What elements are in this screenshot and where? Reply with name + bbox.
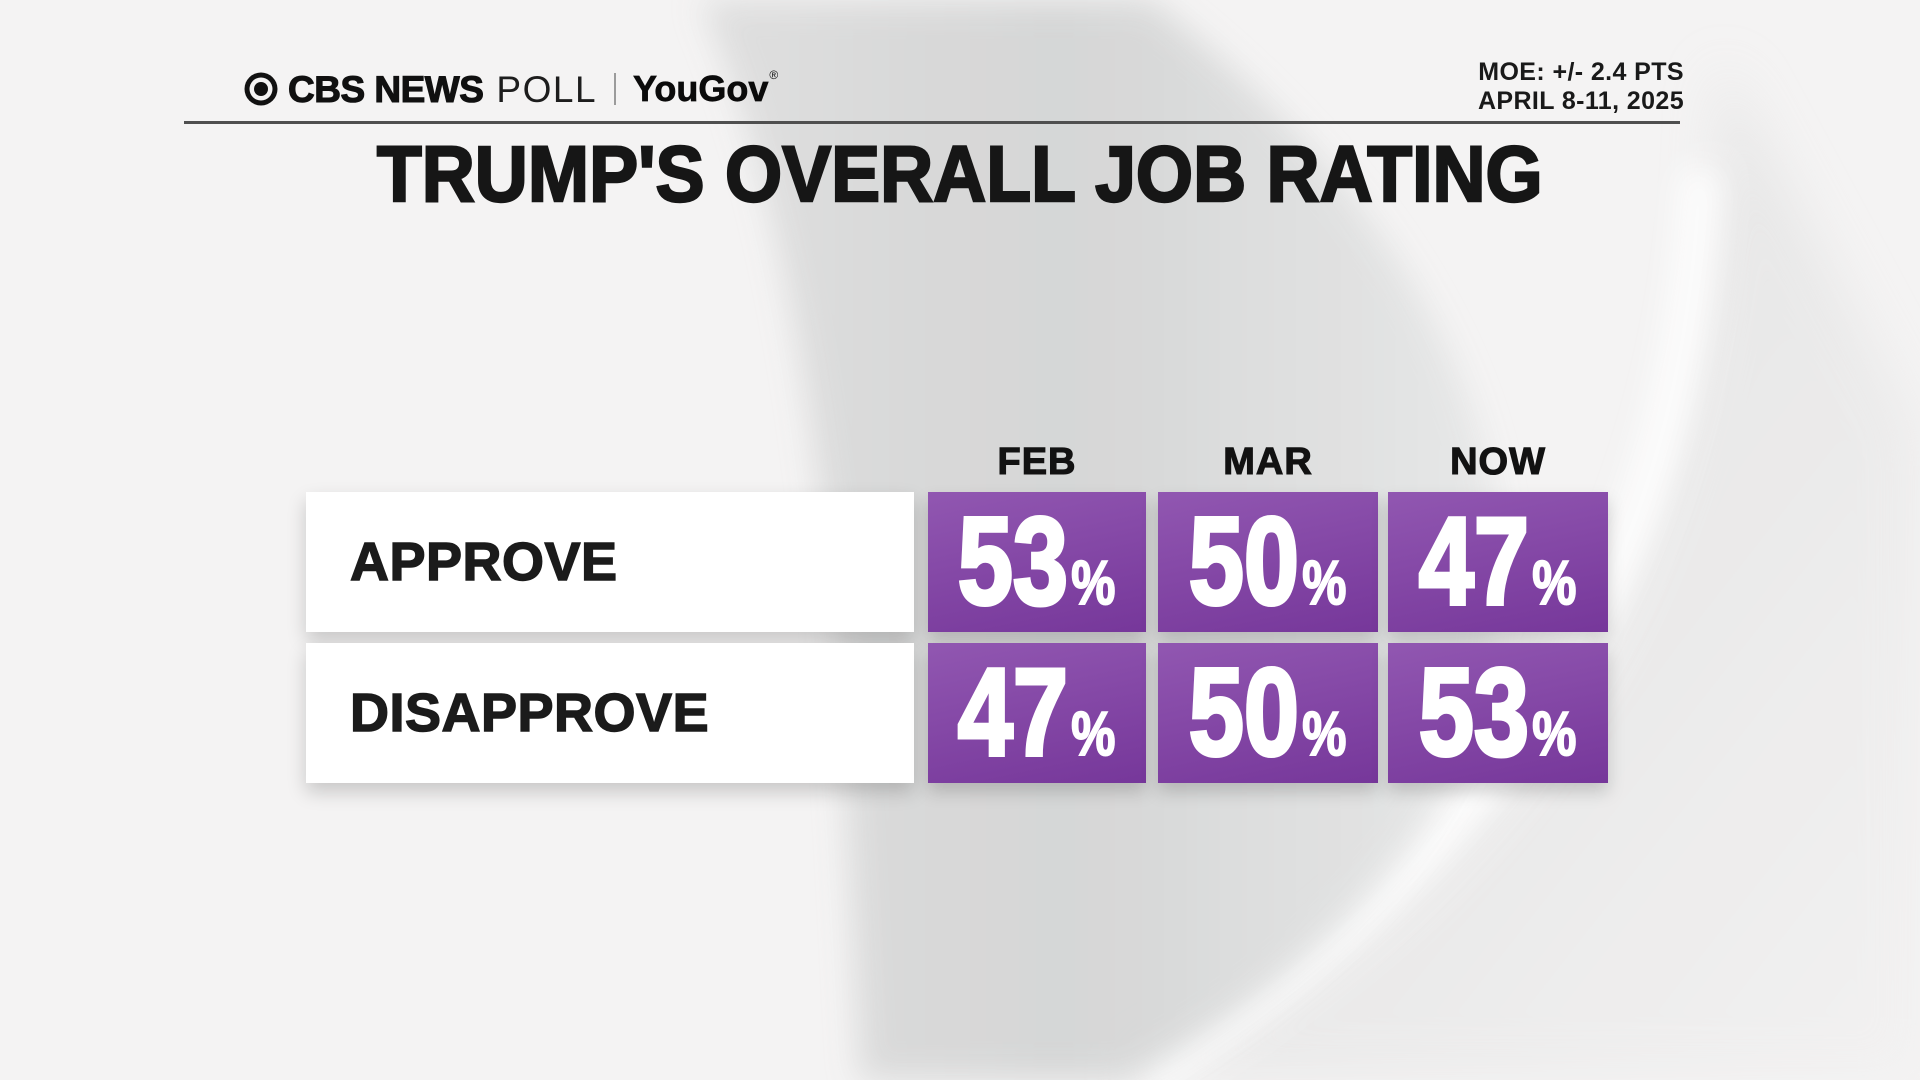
logo-divider [614,73,617,105]
cell-disapprove-feb: 47% [928,643,1146,783]
brand-lockup: CBS NEWS POLL YouGov® [244,66,779,112]
approve-label: APPROVE [349,532,618,592]
page-title: TRUMP'S OVERALL JOB RATING [376,129,1544,218]
cell-approve-now: 47% [1388,492,1608,632]
value-text: 47 [1418,493,1532,631]
table-row-approve: APPROVE 53% 50% 47% [0,492,1920,632]
cell-disapprove-now: 53% [1388,643,1608,783]
value-text: 50 [1188,493,1302,631]
disapprove-label: DISAPPROVE [349,683,710,743]
table-row-disapprove: DISAPPROVE 47% 50% 53% [0,643,1920,783]
value-text: 53 [957,493,1071,631]
poll-label: POLL [496,68,598,110]
disapprove-label-box: DISAPPROVE [306,643,914,783]
value-text: 47 [957,644,1071,782]
date-line: APRIL 8-11, 2025 [1477,87,1684,115]
percent-sign: % [1302,549,1348,618]
cell-disapprove-mar: 50% [1158,643,1378,783]
column-header-now: NOW [1450,440,1546,483]
cbs-eye-icon [244,72,278,106]
yougov-wordmark: YouGov® [633,68,779,109]
column-header-mar: MAR [1223,440,1313,483]
percent-sign: % [1071,700,1117,769]
cell-approve-mar: 50% [1158,492,1378,632]
percent-sign: % [1532,549,1578,618]
value-text: 50 [1188,644,1302,782]
column-header-feb: FEB [997,440,1077,483]
moe-line: MOE: +/- 2.4 PTS [1478,58,1684,86]
approve-label-box: APPROVE [306,492,914,632]
percent-sign: % [1302,700,1348,769]
registered-mark: ® [769,68,779,82]
cbs-news-wordmark: CBS NEWS [287,68,484,110]
cell-approve-feb: 53% [928,492,1146,632]
percent-sign: % [1071,549,1117,618]
header-divider-line [184,121,1680,124]
moe-note: MOE: +/- 2.4 PTS APRIL 8-11, 2025 [1478,58,1684,116]
value-text: 53 [1418,644,1532,782]
percent-sign: % [1532,700,1578,769]
